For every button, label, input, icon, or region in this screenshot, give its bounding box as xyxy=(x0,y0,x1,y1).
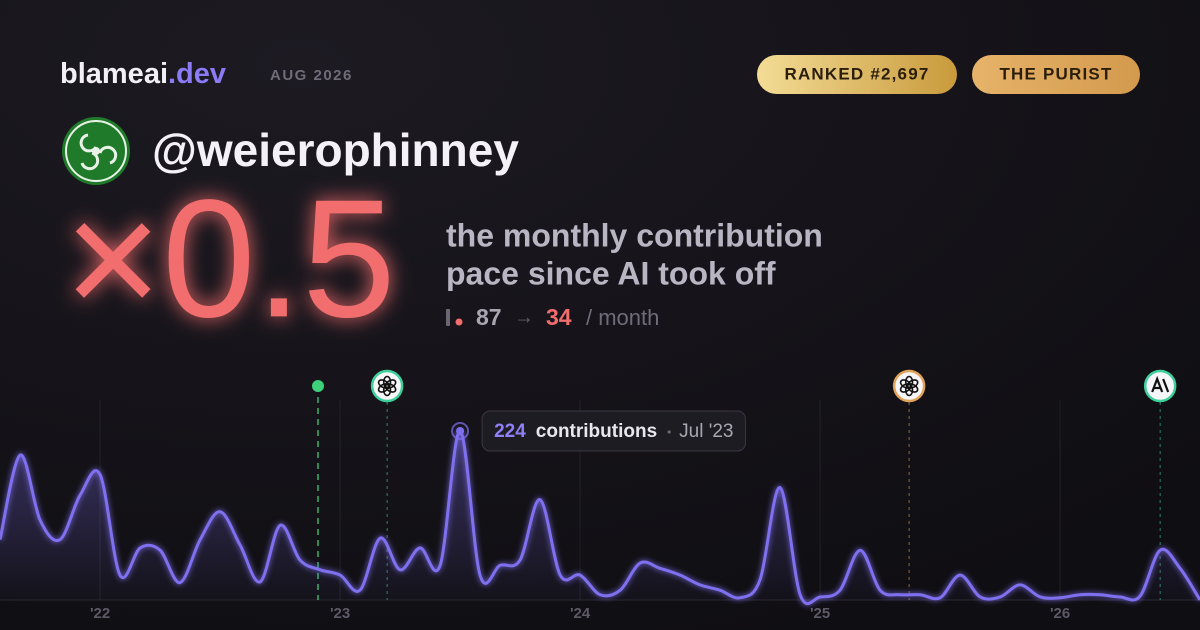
event-icon-glyph xyxy=(1151,375,1170,393)
event-dot xyxy=(312,380,324,392)
highlight-dot xyxy=(456,426,465,435)
rank-badge xyxy=(757,55,957,94)
brand-name: blameai xyxy=(60,58,168,90)
x-tick-label: '22 xyxy=(90,605,110,622)
headline-line: the monthly contribution xyxy=(446,217,823,253)
tooltip xyxy=(481,410,747,452)
avatar xyxy=(62,117,130,185)
persona-badge xyxy=(972,55,1140,94)
pace-before: 87 xyxy=(476,304,502,330)
x-tick-label: '23 xyxy=(330,605,350,622)
multiplier: ×0.5 xyxy=(64,164,396,352)
brand-tld: .dev xyxy=(168,58,226,90)
tooltip-date: Jul '23 xyxy=(679,421,733,442)
event-icon-glyph xyxy=(899,379,912,389)
line xyxy=(0,429,1200,606)
rank-badge-text: RANKED #2,697 xyxy=(784,64,929,83)
highlight-ring xyxy=(451,421,470,440)
before-marker xyxy=(446,309,450,326)
x-tick-label: '24 xyxy=(570,605,591,622)
brand: blameai.dev xyxy=(60,58,226,90)
pace-unit: / month xyxy=(586,305,659,330)
event-icon xyxy=(892,369,926,403)
event-icon-glyph xyxy=(377,379,390,389)
tooltip-label: contributions xyxy=(536,421,657,442)
event-icon xyxy=(370,369,404,403)
persona-badge-text: THE PURIST xyxy=(999,64,1112,83)
x-tick-label: '26 xyxy=(1050,605,1070,622)
pace-after: 34 xyxy=(546,304,572,330)
pace-arrow: → xyxy=(514,306,534,328)
x-tick-label: '25 xyxy=(810,605,830,622)
after-marker xyxy=(455,318,463,326)
tooltip-value: 224 xyxy=(494,421,526,442)
user-handle: @weierophinney xyxy=(152,124,519,176)
chart: '22 '23 '24 '25 '26 224 contributions Jul '23 xyxy=(0,369,1200,622)
brand-date: AUG 2026 xyxy=(270,67,353,84)
tooltip-separator xyxy=(667,430,671,434)
headline-line: pace since AI took off xyxy=(446,255,776,291)
